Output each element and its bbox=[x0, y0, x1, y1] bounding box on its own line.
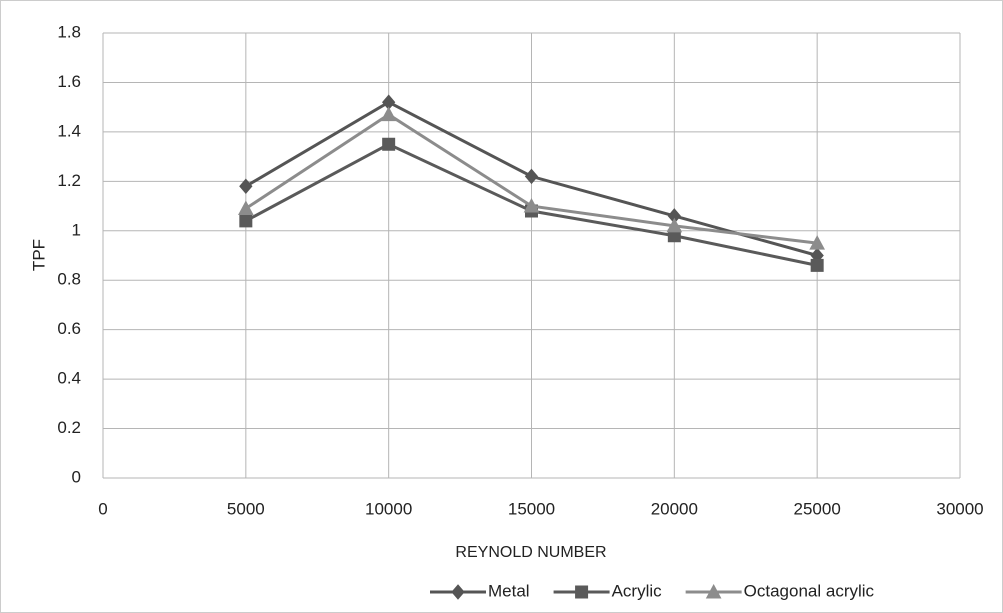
legend-label: Acrylic bbox=[612, 581, 663, 600]
y-tick-label: 1.6 bbox=[57, 72, 81, 91]
x-tick-label: 10000 bbox=[365, 499, 412, 518]
x-tick-label: 15000 bbox=[508, 499, 555, 518]
x-tick-label: 25000 bbox=[794, 499, 841, 518]
legend-marker bbox=[451, 584, 465, 600]
legend-marker bbox=[575, 585, 589, 599]
y-tick-label: 0.6 bbox=[57, 319, 81, 338]
legend-label: Octagonal acrylic bbox=[744, 581, 875, 600]
y-axis-label: TPF bbox=[29, 239, 48, 271]
data-point bbox=[239, 178, 253, 195]
y-tick-label: 1.8 bbox=[57, 22, 81, 41]
y-tick-label: 1.2 bbox=[57, 171, 81, 190]
data-point bbox=[810, 258, 824, 272]
data-point bbox=[524, 168, 539, 185]
y-tick-label: 1.4 bbox=[57, 121, 81, 140]
y-tick-label: 0.4 bbox=[57, 369, 81, 388]
y-tick-label: 1 bbox=[72, 220, 81, 239]
data-point bbox=[239, 214, 253, 228]
x-tick-label: 30000 bbox=[936, 499, 983, 518]
y-tick-label: 0.2 bbox=[57, 418, 81, 437]
y-tick-label: 0.8 bbox=[57, 270, 81, 289]
x-tick-label: 0 bbox=[98, 499, 107, 518]
data-point bbox=[382, 137, 396, 151]
legend-marker bbox=[705, 583, 722, 599]
y-tick-label: 0 bbox=[72, 467, 81, 486]
data-point bbox=[237, 200, 254, 216]
x-tick-label: 5000 bbox=[227, 499, 265, 518]
x-tick-label: 20000 bbox=[651, 499, 698, 518]
data-point bbox=[523, 198, 540, 213]
data-point bbox=[380, 106, 397, 122]
x-axis-label: REYNOLD NUMBER bbox=[455, 544, 606, 561]
data-point bbox=[666, 217, 683, 233]
data-point bbox=[809, 235, 826, 250]
legend-label: Metal bbox=[488, 581, 530, 600]
